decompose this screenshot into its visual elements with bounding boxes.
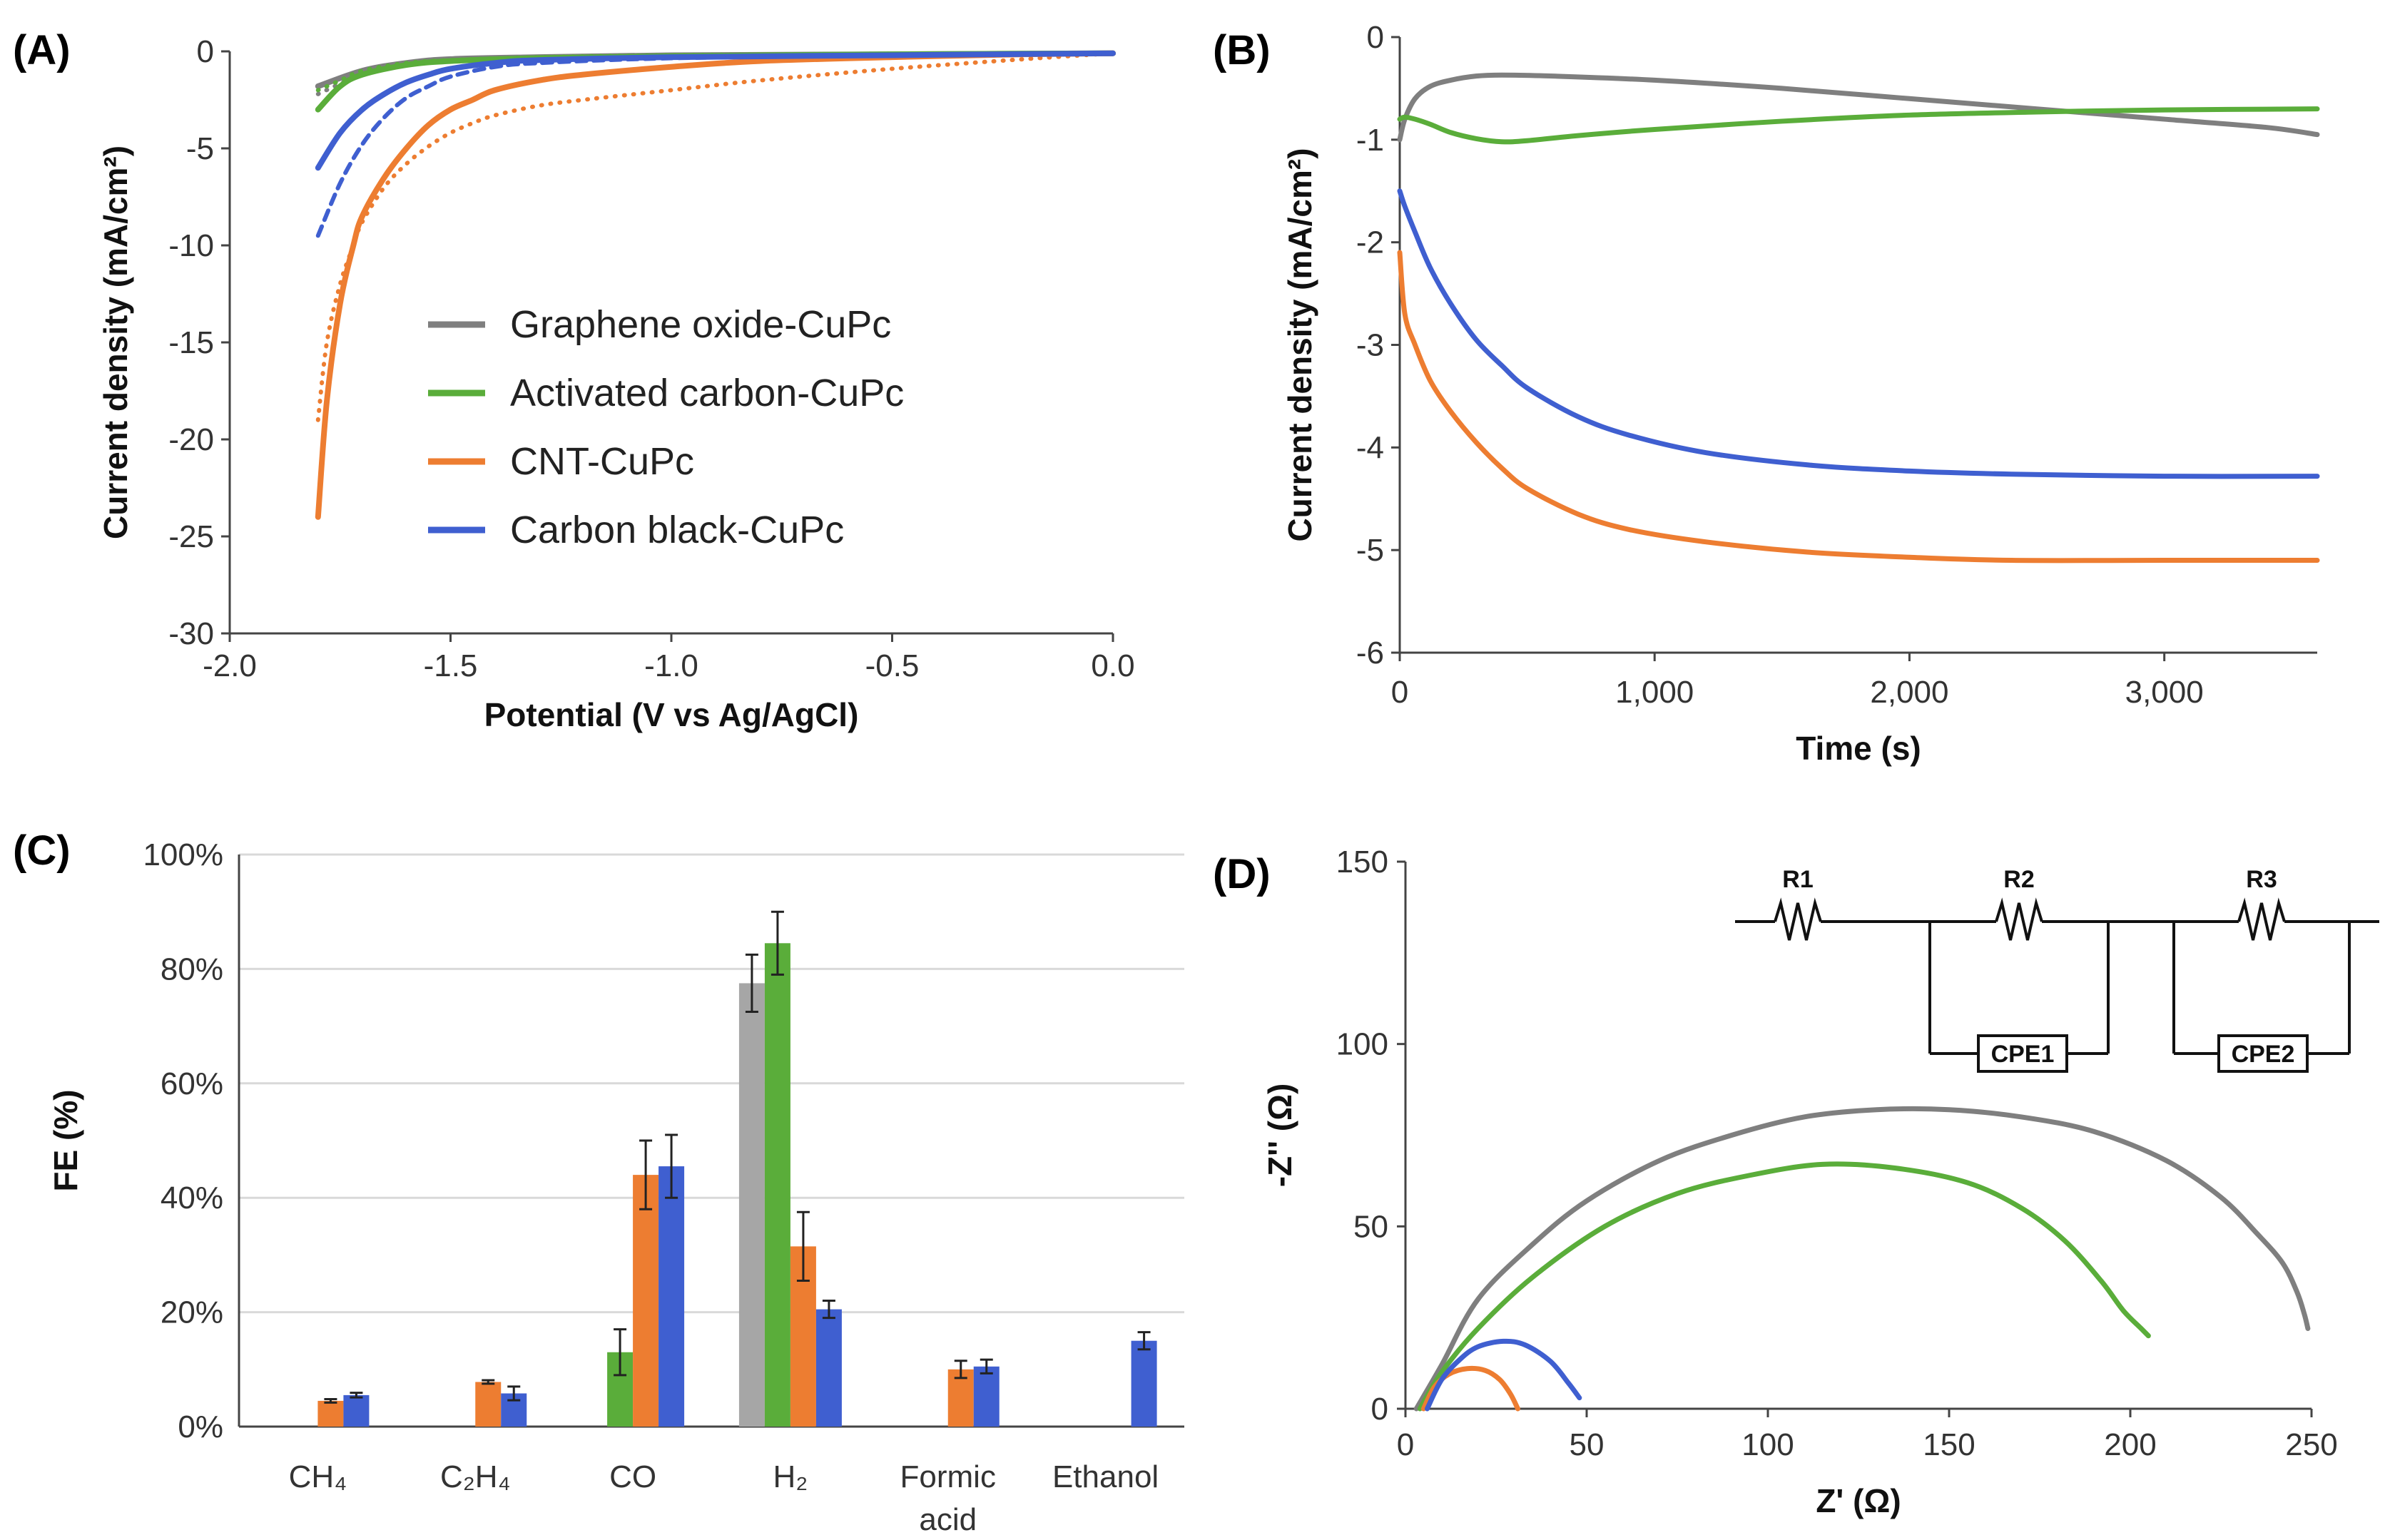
b-y-tick-label: -2 — [1356, 225, 1384, 260]
c-y-tick-label: 80% — [161, 952, 223, 986]
b-series-graphene-oxide-cupc — [1397, 72, 2320, 143]
circuit-cpe1-label: CPE1 — [1991, 1041, 2055, 1068]
a-x-tick-label: 0.0 — [1091, 648, 1134, 683]
d-x-tick-label: 150 — [1923, 1427, 1975, 1462]
d-x-axis-title: Z' (Ω) — [1816, 1482, 1901, 1519]
a-series-activated-carbon-cupc-scan-2 — [315, 51, 1115, 93]
b-series-activated-carbon-cupc — [1397, 106, 2320, 145]
c-bar-carbon-black-cupc — [343, 1394, 370, 1427]
a-legend-label-graphene-oxide-cupc: Graphene oxide-CuPc — [510, 303, 891, 346]
b-y-tick-label: -3 — [1356, 328, 1384, 363]
a-legend-label-activated-carbon-cupc: Activated carbon-CuPc — [510, 372, 904, 414]
c-y-tick-label: 100% — [143, 837, 223, 872]
circuit-r3-symbol — [2237, 897, 2286, 941]
d-y-tick-label: 0 — [1371, 1392, 1388, 1427]
circuit-r1-label: R1 — [1782, 866, 1813, 893]
a-x-tick-label: -0.5 — [865, 648, 920, 683]
panel-c-faradaic-efficiency-chart: 0% 20% 40% 60% 80% 100% FE (%) CH₄ C₂H₄ CO H₂ Formi… — [47, 837, 1184, 1537]
a-y-tick-label: 0 — [197, 34, 214, 69]
b-series-carbon-black-cupc — [1397, 188, 2320, 479]
d-y-tick-label: 150 — [1336, 845, 1388, 879]
d-y-tick-label: 50 — [1353, 1209, 1388, 1244]
a-y-tick-label: -30 — [168, 616, 214, 651]
circuit-r1-symbol — [1774, 897, 1822, 941]
d-x-tick-label: 50 — [1570, 1427, 1605, 1462]
a-y-tick-label: -25 — [168, 519, 214, 554]
a-series-carbon-black-cupc — [315, 50, 1116, 171]
c-bar-carbon-black-cupc — [973, 1366, 1000, 1427]
c-bar-activated-carbon-cupc — [764, 943, 790, 1427]
b-x-axis-title: Time (s) — [1796, 730, 1921, 767]
b-y-tick-label: 0 — [1367, 20, 1384, 55]
c-y-tick-label: 40% — [161, 1181, 223, 1215]
panel-a-label: (A) — [13, 27, 71, 73]
a-x-tick-label: -2.0 — [203, 648, 257, 683]
c-bar-carbon-black-cupc — [815, 1309, 842, 1427]
b-y-tick-label: -1 — [1356, 123, 1384, 158]
panel-b-label: (B) — [1213, 27, 1271, 73]
a-x-tick-label: -1.5 — [424, 648, 478, 683]
b-y-tick-label: -4 — [1356, 430, 1384, 465]
d-y-tick-label: 100 — [1336, 1027, 1388, 1062]
panel-d-nyquist-chart: 0 50 100 150 0 50 100 150 200 250 Z' (Ω) -Z'' (Ω) R1… — [1261, 845, 2379, 1519]
b-x-tick-label: 1,000 — [1615, 675, 1694, 710]
circuit-cpe1-box — [1977, 1034, 2068, 1073]
circuit-r2-symbol — [1995, 897, 2043, 941]
c-bar-cnt-cupc — [475, 1382, 502, 1427]
c-bar-graphene-oxide-cupc — [738, 983, 765, 1427]
a-y-axis-title: Current density (mA/cm²) — [97, 146, 134, 539]
c-y-axis-title: FE (%) — [47, 1089, 84, 1191]
b-y-tick-label: -5 — [1356, 533, 1384, 568]
a-y-tick-label: -5 — [186, 131, 214, 166]
c-bar-carbon-black-cupc — [1131, 1340, 1157, 1427]
c-y-tick-label: 60% — [161, 1066, 223, 1101]
b-y-axis-title: Current density (mA/cm²) — [1281, 148, 1318, 541]
c-category-label: H₂ — [773, 1459, 808, 1494]
a-y-tick-label: -15 — [168, 325, 214, 360]
a-legend-label-cnt-cupc: CNT-CuPc — [510, 440, 694, 483]
c-bar-carbon-black-cupc — [658, 1166, 685, 1427]
c-category-label: Formic — [900, 1459, 996, 1494]
d-x-tick-label: 100 — [1741, 1427, 1794, 1462]
a-x-axis-title: Potential (V vs Ag/AgCl) — [484, 696, 859, 733]
d-y-axis-title: -Z'' (Ω) — [1261, 1083, 1298, 1188]
d-x-tick-label: 0 — [1397, 1427, 1414, 1462]
c-category-label: acid — [919, 1502, 977, 1537]
circuit-r2-label: R2 — [2003, 866, 2034, 893]
c-bar-cnt-cupc — [633, 1175, 659, 1427]
d-x-tick-label: 200 — [2104, 1427, 2156, 1462]
panel-d-label: (D) — [1213, 851, 1271, 897]
a-series-cnt-cupc — [315, 50, 1116, 520]
c-bar-cnt-cupc — [317, 1400, 344, 1427]
d-x-tick-label: 250 — [2285, 1427, 2337, 1462]
b-y-tick-label: -6 — [1356, 636, 1384, 670]
b-x-tick-label: 0 — [1391, 675, 1408, 710]
c-y-tick-label: 0% — [178, 1409, 223, 1444]
c-category-label: C₂H₄ — [440, 1459, 511, 1494]
d-series-activated-carbon-cupc — [1417, 1161, 2151, 1412]
c-category-label: CO — [609, 1459, 656, 1494]
a-series-carbon-black-cupc-scan-2 — [315, 51, 1115, 238]
c-category-label: CH₄ — [289, 1459, 347, 1494]
panel-a-lsv-chart: 0 -5 -10 -15 -20 -25 -30-2.0 -1.5 -1.0 -0.5 0.0 Pot… — [97, 34, 1135, 733]
a-y-tick-label: -10 — [168, 228, 214, 263]
b-x-tick-label: 3,000 — [2125, 675, 2204, 710]
d-series-carbon-black-cupc — [1424, 1338, 1582, 1412]
a-legend-label-carbon-black-cupc: Carbon black-CuPc — [510, 509, 844, 551]
panel-c-label: (C) — [13, 827, 71, 874]
a-y-tick-label: -20 — [168, 422, 214, 457]
a-series-cnt-cupc-scan-2 — [315, 51, 1115, 422]
circuit-r3-label: R3 — [2246, 866, 2277, 893]
d-series-graphene-oxide-cupc — [1413, 1106, 2311, 1412]
a-x-tick-label: -1.0 — [644, 648, 698, 683]
c-category-label: Ethanol — [1052, 1459, 1159, 1494]
c-y-tick-label: 20% — [161, 1295, 223, 1330]
b-x-tick-label: 2,000 — [1870, 675, 1948, 710]
circuit-cpe2-label: CPE2 — [2232, 1041, 2295, 1068]
b-series-cnt-cupc — [1397, 250, 2320, 564]
